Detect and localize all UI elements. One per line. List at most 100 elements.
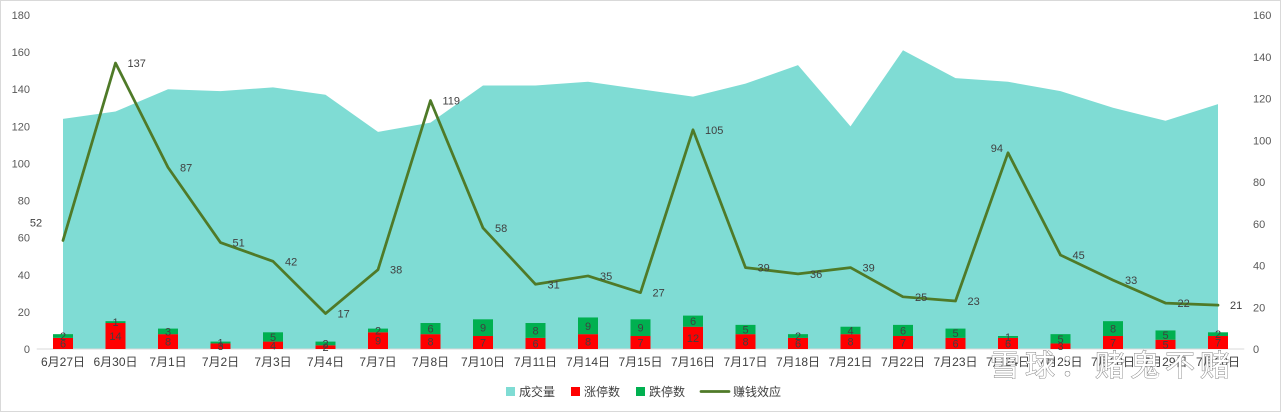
- limit-down-bar: [105, 321, 126, 324]
- profit-effect-data-label: 105: [705, 125, 723, 137]
- legend-label: 跌停数: [649, 384, 685, 399]
- limit-up-data-label: 4: [270, 340, 276, 352]
- x-tick-label: 7月28日: [1091, 355, 1135, 369]
- limit-up-bar: [998, 337, 1018, 349]
- y-right-tick-label: 60: [1253, 219, 1265, 231]
- limit-up-bar: [945, 337, 966, 349]
- x-tick-label: 7月16日: [671, 355, 715, 369]
- limit-down-data-label: 9: [480, 323, 486, 335]
- limit-up-bar: [158, 334, 178, 349]
- limit-down-bar: [1208, 332, 1228, 337]
- y-right-tick-label: 100: [1253, 135, 1271, 147]
- legend-swatch: [636, 387, 645, 396]
- y-left-tick-label: 140: [12, 84, 30, 96]
- profit-effect-data-label: 38: [390, 265, 402, 277]
- y-right-tick-label: 0: [1253, 344, 1259, 356]
- y-left-tick-label: 20: [18, 307, 30, 319]
- limit-up-bar: [893, 336, 913, 349]
- limit-up-data-label: 7: [1215, 338, 1221, 350]
- limit-down-bar: [630, 319, 651, 337]
- limit-down-bar: [578, 317, 598, 335]
- limit-up-data-label: 8: [847, 337, 853, 349]
- limit-down-data-label: 1: [217, 338, 223, 350]
- limit-up-bar: [105, 323, 126, 349]
- limit-up-bar: [1208, 336, 1228, 349]
- y-left-tick-label: 160: [12, 47, 30, 59]
- x-tick-label: 7月22日: [881, 355, 925, 369]
- profit-effect-data-label: 25: [915, 292, 927, 304]
- limit-up-data-label: 8: [165, 337, 171, 349]
- x-tick-label: 7月1日: [149, 355, 186, 369]
- y-left-tick-label: 100: [12, 158, 30, 170]
- profit-effect-data-label: 58: [495, 223, 507, 235]
- limit-up-data-label: 9: [375, 336, 381, 348]
- limit-up-bar: [578, 334, 598, 349]
- profit-effect-data-label: 36: [810, 269, 822, 281]
- limit-down-bar: [158, 328, 178, 335]
- legend: 成交量 涨停数 跌停数 赚钱效应: [506, 384, 781, 399]
- limit-up-bar: [315, 345, 336, 349]
- y-right-tick-label: 120: [1253, 94, 1271, 106]
- x-tick-label: 7月4日: [307, 355, 344, 369]
- legend-label: 赚钱效应: [733, 384, 781, 399]
- limit-down-bar: [1050, 334, 1071, 344]
- y-left-tick-label: 40: [18, 270, 30, 282]
- limit-down-data-label: 5: [952, 328, 958, 340]
- legend-label: 成交量: [519, 384, 555, 399]
- limit-up-data-label: 5: [1162, 339, 1168, 351]
- limit-down-data-label: 5: [1162, 330, 1168, 342]
- limit-up-data-label: 7: [900, 338, 906, 350]
- limit-down-data-label: 5: [742, 325, 748, 337]
- legend-label: 涨停数: [584, 384, 620, 399]
- limit-up-bar: [368, 332, 388, 349]
- x-tick-label: 6月30日: [93, 355, 137, 369]
- limit-down-data-label: 5: [270, 332, 276, 344]
- limit-down-data-label: 8: [532, 325, 538, 337]
- limit-up-bar: [53, 337, 73, 349]
- limit-down-data-label: 2: [322, 338, 328, 350]
- profit-effect-data-label: 35: [600, 271, 612, 283]
- x-tick-label: 7月18日: [776, 355, 820, 369]
- limit-down-data-label: 6: [690, 316, 696, 328]
- limit-up-data-label: 6: [795, 338, 801, 350]
- limit-up-bar: [1050, 343, 1071, 349]
- profit-effect-data-label: 31: [548, 279, 560, 291]
- legend-swatch: [506, 387, 515, 396]
- limit-up-data-label: 7: [1110, 338, 1116, 350]
- volume-area: [63, 50, 1218, 349]
- y-left-tick-label: 180: [12, 10, 30, 22]
- limit-down-bar: [315, 341, 336, 346]
- limit-up-data-label: 7: [637, 338, 643, 350]
- y-right-tick-label: 40: [1253, 261, 1265, 273]
- x-tick-label: 7月10日: [461, 355, 505, 369]
- limit-down-data-label: 3: [165, 326, 171, 338]
- limit-down-bar: [53, 334, 73, 338]
- limit-down-bar: [840, 326, 861, 335]
- limit-up-data-label: 3: [1057, 341, 1063, 353]
- limit-down-data-label: 6: [427, 324, 433, 336]
- limit-down-data-label: 6: [900, 325, 906, 337]
- limit-up-bar: [420, 334, 441, 349]
- limit-down-bar: [525, 323, 546, 338]
- profit-effect-data-label: 22: [1178, 298, 1190, 310]
- limit-down-bar: [420, 323, 441, 335]
- x-tick-label: 6月27日: [41, 355, 85, 369]
- limit-up-data-label: 2: [322, 342, 328, 354]
- profit-effect-data-label: 23: [968, 296, 980, 308]
- limit-down-bar: [210, 341, 231, 344]
- limit-up-data-label: 6: [952, 338, 958, 350]
- x-tick-label: 7月14日: [566, 355, 610, 369]
- x-tick-label: 7月30日: [1196, 355, 1240, 369]
- legend-item-limit-up: 涨停数: [571, 384, 620, 399]
- limit-up-bar: [1103, 336, 1123, 349]
- limit-down-data-label: 2: [375, 325, 381, 337]
- limit-down-bar: [1103, 321, 1123, 337]
- legend-swatch: [571, 387, 580, 396]
- limit-down-bar: [998, 336, 1018, 338]
- limit-down-bar: [735, 324, 756, 335]
- limit-down-bar: [263, 332, 283, 342]
- x-tick-label: 7月8日: [412, 355, 449, 369]
- limit-down-bar: [368, 328, 388, 333]
- limit-down-data-label: 2: [1215, 329, 1221, 341]
- limit-up-bar: [840, 334, 861, 349]
